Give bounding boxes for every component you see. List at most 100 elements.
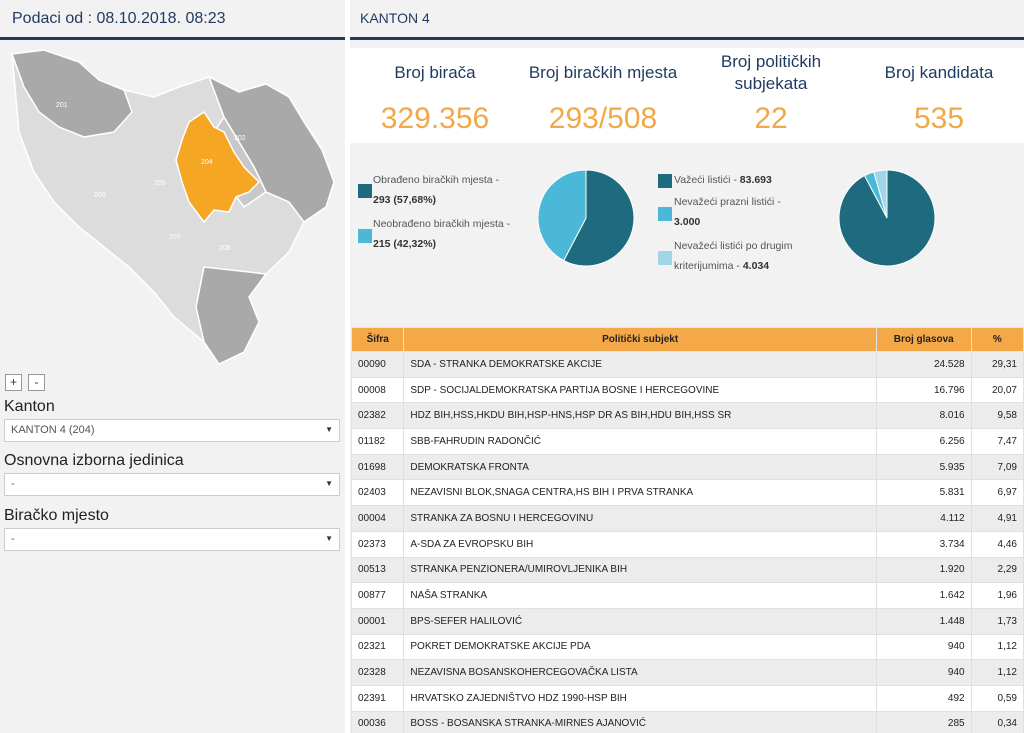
map-svg[interactable]: 204 201 202 205 206 207 208 <box>4 42 341 372</box>
pie-slice-invalid-other <box>873 169 888 219</box>
cell-subject: HDZ BIH,HSS,HKDU BIH,HSP-HNS,HSP DR AS B… <box>403 402 877 430</box>
chevron-down-icon: ▼ <box>325 534 333 543</box>
chevron-down-icon: ▼ <box>325 425 333 434</box>
zoom-out-button[interactable]: - <box>28 374 45 391</box>
stat-label: Broj biračkih mjesta <box>528 63 678 82</box>
cell-subject: STRANKA ZA BOSNU I HERCEGOVINU <box>403 505 877 532</box>
cell-percent: 9,58 <box>970 402 1024 430</box>
cell-votes: 1.448 <box>875 607 972 635</box>
map-label-204: 204 <box>201 159 213 166</box>
cell-code: 00877 <box>350 582 405 609</box>
pie-slice-processed <box>563 169 635 267</box>
cell-subject: DEMOKRATSKA FRONTA <box>403 453 877 481</box>
cell-subject: BPS-SEFER HALILOVIĆ <box>403 607 877 635</box>
map-region-201[interactable] <box>10 49 133 138</box>
cell-votes: 5.935 <box>875 453 972 481</box>
cell-subject: NEZAVISNI BLOK,SNAGA CENTRA,HS BIH I PRV… <box>403 479 877 507</box>
cell-percent: 20,07 <box>970 376 1024 404</box>
map-region-204-selected[interactable] <box>175 110 261 224</box>
table-row[interactable]: 02328 NEZAVISNA BOSANSKOHERCEGOVAČKA LIST… <box>350 659 1024 686</box>
map-label-201: 201 <box>56 102 68 109</box>
table-row[interactable]: 00877 NAŠA STRANKA 1.642 1,96 <box>350 582 1024 609</box>
cell-code: 02403 <box>350 479 405 507</box>
cell-percent: 4,91 <box>970 505 1024 532</box>
legend-value: 4.034 <box>742 260 770 272</box>
cell-percent: 4,46 <box>970 530 1024 558</box>
stats-bar: Broj birača 329.356 Broj biračkih mjesta… <box>350 48 1024 143</box>
oij-select-value: - <box>11 478 15 490</box>
cell-percent: 1,96 <box>970 582 1024 609</box>
legend-item-invalid-blank: Nevažeći prazni listići - 3.000 <box>674 192 839 232</box>
kanton-select[interactable]: KANTON 4 (204) ▼ <box>4 419 340 442</box>
cell-code: 01698 <box>350 453 405 481</box>
bm-select[interactable]: - ▼ <box>4 528 340 551</box>
table-row[interactable]: 02403 NEZAVISNI BLOK,SNAGA CENTRA,HS BIH … <box>350 479 1024 507</box>
cell-code: 02373 <box>350 530 405 558</box>
table-row[interactable]: 00090 SDA - STRANKA DEMOKRATSKE AKCIJE 24.… <box>350 351 1024 378</box>
stat-polling-stations: Broj biračkih mjesta 293/508 <box>518 48 688 136</box>
legend-value: 3.000 <box>674 216 701 228</box>
stat-value: 293/508 <box>548 102 658 135</box>
cell-percent: 2,29 <box>970 556 1024 584</box>
cell-votes: 4.112 <box>875 505 972 532</box>
cell-subject: STRANKA PENZIONERA/UMIROVLJENIKA BIH <box>403 556 877 584</box>
cell-percent: 7,09 <box>970 453 1024 481</box>
cell-subject: POKRET DEMOKRATSKE AKCIJE PDA <box>403 633 877 661</box>
map-label-202: 202 <box>234 135 246 142</box>
legend-swatch <box>358 229 372 243</box>
column-header-code[interactable]: Šifra <box>350 327 405 352</box>
cell-code: 00001 <box>350 607 405 635</box>
table-row[interactable]: 00001 BPS-SEFER HALILOVIĆ 1.448 1,73 <box>350 607 1024 635</box>
table-row[interactable]: 00004 STRANKA ZA BOSNU I HERCEGOVINU 4.112… <box>350 505 1024 532</box>
cell-subject: SDA - STRANKA DEMOKRATSKE AKCIJE <box>403 351 877 378</box>
legend-item-invalid-other: Nevažeći listići po drugim kriterijumima… <box>674 236 834 276</box>
cell-votes: 3.734 <box>875 530 972 558</box>
stat-label: Broj birača <box>394 63 476 82</box>
cell-votes: 24.528 <box>875 351 972 378</box>
kanton-select-value: KANTON 4 (204) <box>11 424 95 436</box>
cell-code: 00036 <box>350 710 405 733</box>
column-header-votes[interactable]: Broj glasova <box>875 327 972 352</box>
map-label-207: 207 <box>169 234 181 241</box>
canton-title: KANTON 4 <box>350 0 1024 40</box>
cell-votes: 1.920 <box>875 556 972 584</box>
stat-candidates: Broj kandidata 535 <box>854 48 1024 136</box>
cell-subject: NAŠA STRANKA <box>403 582 877 609</box>
legend-text: Važeći listići - <box>674 174 737 186</box>
table-row[interactable]: 00036 BOSS - BOSANSKA STRANKA-MIRNES AJAN… <box>350 710 1024 733</box>
canton-map[interactable]: 204 201 202 205 206 207 208 <box>4 42 341 392</box>
column-header-subject[interactable]: Politički subjekt <box>403 327 877 352</box>
cell-code: 02382 <box>350 402 405 430</box>
column-header-percent[interactable]: % <box>970 327 1024 352</box>
table-row[interactable]: 02391 HRVATSKO ZAJEDNIŠTVO HDZ 1990-HSP B… <box>350 684 1024 712</box>
table-header-row: Šifra Politički subjekt Broj glasova % <box>350 327 1024 352</box>
map-label-206: 206 <box>94 192 106 199</box>
legend-text: Neobrađeno biračkih mjesta - <box>373 218 511 230</box>
cell-votes: 940 <box>875 633 972 661</box>
cell-votes: 16.796 <box>875 376 972 404</box>
cell-percent: 1,12 <box>970 659 1024 686</box>
oij-select[interactable]: - ▼ <box>4 473 340 496</box>
table-row[interactable]: 02373 A-SDA ZA EVROPSKU BIH 3.734 4,46 <box>350 530 1024 558</box>
cell-subject: SDP - SOCIJALDEMOKRATSKA PARTIJA BOSNE I… <box>403 376 877 404</box>
table-row[interactable]: 02321 POKRET DEMOKRATSKE AKCIJE PDA 940 1,1… <box>350 633 1024 661</box>
zoom-in-button[interactable]: + <box>5 374 22 391</box>
results-table: Šifra Politički subjekt Broj glasova % 0… <box>350 327 1024 733</box>
table-row[interactable]: 00008 SDP - SOCIJALDEMOKRATSKA PARTIJA BO… <box>350 376 1024 404</box>
cell-votes: 8.016 <box>875 402 972 430</box>
map-region-209[interactable] <box>195 266 268 365</box>
right-panel: KANTON 4 Broj birača 329.356 Broj biračk… <box>350 0 1024 733</box>
cell-code: 02321 <box>350 633 405 661</box>
table-row[interactable]: 00513 STRANKA PENZIONERA/UMIROVLJENIKA BI… <box>350 556 1024 584</box>
table-row[interactable]: 01182 SBB-FAHRUDIN RADONČIĆ 6.256 7,47 <box>350 428 1024 455</box>
oij-label: Osnovna izborna jedinica <box>4 452 184 469</box>
cell-percent: 0,34 <box>970 710 1024 733</box>
stat-label: Broj kandidata <box>884 63 994 82</box>
cell-votes: 1.642 <box>875 582 972 609</box>
left-panel: Podaci od : 08.10.2018. 08:23 204 201 20… <box>0 0 345 733</box>
table-row[interactable]: 02382 HDZ BIH,HSS,HKDU BIH,HSP-HNS,HSP DR… <box>350 402 1024 430</box>
table-row[interactable]: 01698 DEMOKRATSKA FRONTA 5.935 7,09 <box>350 453 1024 481</box>
pie-slice-unprocessed <box>537 169 587 262</box>
legend-text: Nevažeći prazni listići - <box>674 196 781 208</box>
legend-item-valid: Važeći listići - 83.693 <box>674 170 839 190</box>
